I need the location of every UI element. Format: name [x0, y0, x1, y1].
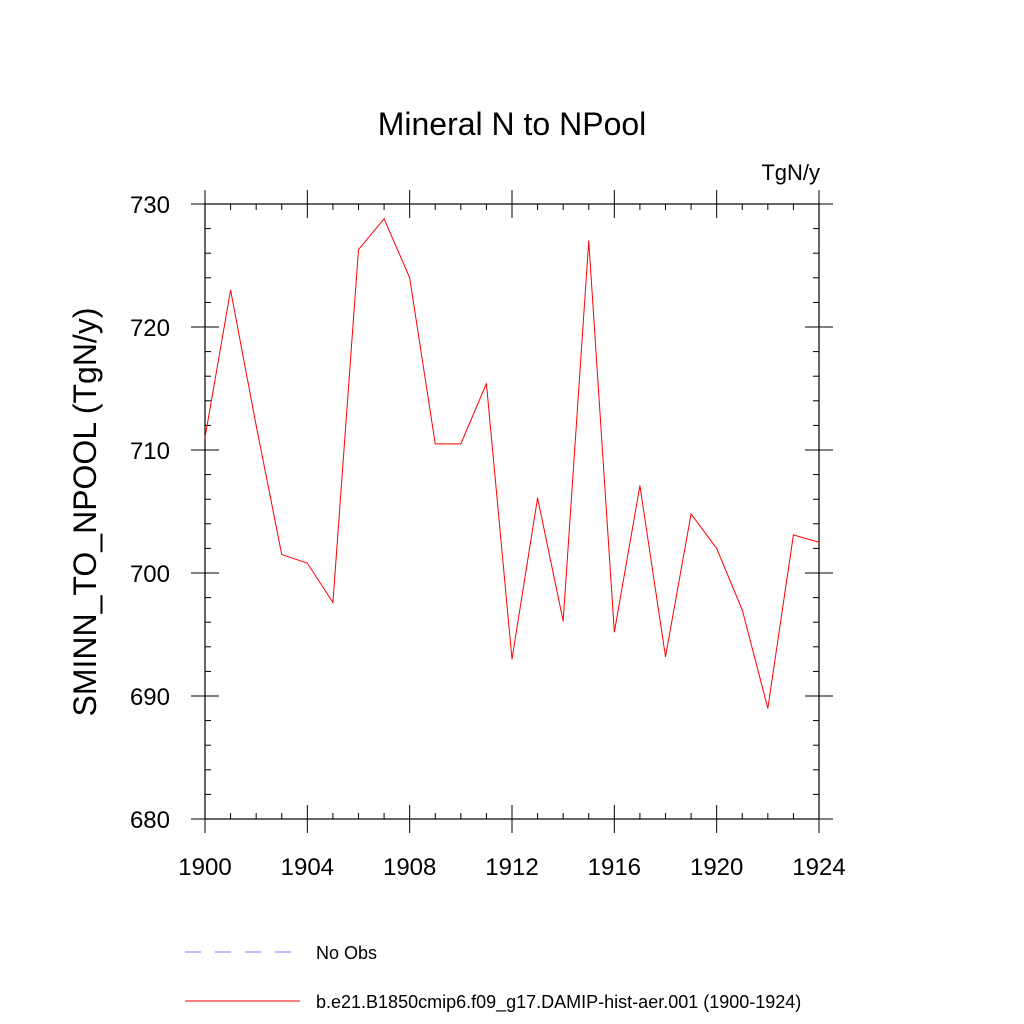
data-point	[204, 437, 206, 439]
data-point	[485, 383, 487, 385]
data-point	[690, 513, 692, 515]
data-point	[562, 620, 564, 622]
y-tick-label: 700	[130, 561, 170, 588]
y-tick-label: 680	[130, 807, 170, 834]
x-tick-label: 1916	[588, 854, 641, 881]
plot-frame	[204, 203, 820, 820]
x-tick-label: 1912	[485, 854, 538, 881]
x-tick-label: 1904	[281, 854, 334, 881]
data-point	[409, 277, 411, 279]
data-point	[230, 289, 232, 291]
data-point	[434, 443, 436, 445]
data-point	[358, 249, 359, 251]
y-tick-label: 730	[130, 192, 170, 219]
data-point	[255, 424, 257, 426]
data-point	[460, 443, 462, 445]
data-point	[741, 609, 743, 611]
legend-label-1: b.e21.B1850cmip6.f09_g17.DAMIP-hist-aer.…	[316, 992, 801, 1013]
data-point	[716, 547, 718, 549]
plot-area	[191, 190, 833, 833]
data-point	[613, 631, 615, 633]
y-tick-label: 720	[130, 315, 170, 342]
y-tick-labels: 680 690 700 710 720 730	[130, 192, 170, 834]
data-point	[818, 541, 820, 543]
x-tick-label: 1908	[383, 854, 436, 881]
chart-title: Mineral N to NPool	[378, 106, 647, 142]
data-point	[639, 485, 641, 487]
legend: No Obs b.e21.B1850cmip6.f09_g17.DAMIP-his…	[185, 943, 801, 1013]
y-axis-label: SMINN_TO_NPOOL (TgN/y)	[67, 308, 103, 717]
data-point	[511, 658, 513, 660]
x-tick-label: 1900	[178, 854, 231, 881]
y-tick-label: 710	[130, 438, 170, 465]
data-point	[306, 562, 308, 564]
x-tick-label: 1920	[690, 854, 743, 881]
data-point	[792, 534, 794, 536]
series-layer	[204, 217, 820, 709]
legend-label-0: No Obs	[316, 943, 377, 963]
x-tick-label: 1924	[792, 854, 845, 881]
tick-marks	[191, 190, 833, 833]
data-point	[281, 554, 283, 556]
data-point	[537, 497, 539, 499]
units-label: TgN/y	[761, 160, 820, 185]
x-tick-labels: 1900 1904 1908 1912 1916 1920 1924	[178, 854, 845, 881]
data-point	[665, 656, 666, 658]
series-line-0	[204, 217, 820, 709]
y-tick-label: 690	[130, 684, 170, 711]
data-point	[332, 602, 334, 604]
data-point	[383, 218, 385, 220]
data-point	[588, 240, 590, 242]
data-point	[767, 707, 769, 709]
